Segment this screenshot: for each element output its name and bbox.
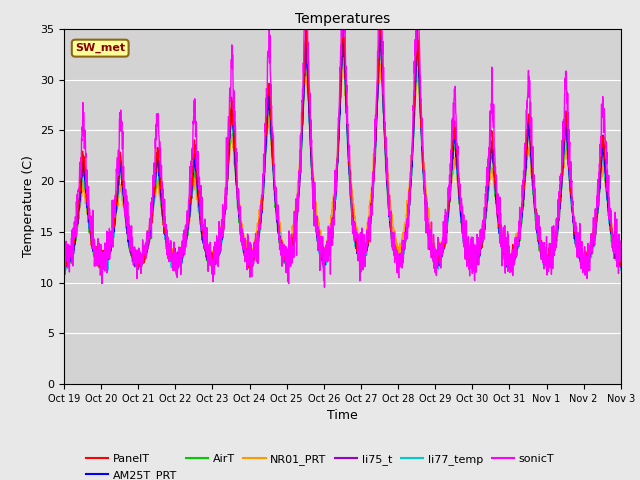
li75_t [371, 141, 379, 147]
NR01_PRT [617, 258, 625, 264]
PanelT [584, 256, 591, 262]
li77_temp [216, 247, 223, 252]
AirT [584, 257, 591, 263]
AirT [505, 260, 513, 265]
AM25T_PRT [580, 268, 588, 274]
PanelT [216, 249, 223, 255]
PanelT [568, 195, 576, 201]
AirT [216, 249, 223, 254]
NR01_PRT [359, 240, 367, 246]
X-axis label: Time: Time [327, 409, 358, 422]
AM25T_PRT [584, 258, 591, 264]
AirT [371, 160, 379, 166]
Y-axis label: Temperature (C): Temperature (C) [22, 156, 35, 257]
li77_temp [358, 261, 366, 266]
AM25T_PRT [339, 27, 347, 33]
li77_temp [584, 264, 591, 269]
li75_t [505, 258, 513, 264]
Line: sonicT: sonicT [64, 0, 621, 288]
li75_t [216, 250, 223, 256]
li75_t [617, 264, 625, 270]
AM25T_PRT [359, 251, 367, 257]
NR01_PRT [216, 233, 223, 239]
li75_t [60, 266, 68, 272]
NR01_PRT [97, 265, 105, 271]
Line: AM25T_PRT: AM25T_PRT [64, 30, 621, 271]
li75_t [339, 28, 347, 34]
AirT [172, 270, 180, 276]
NR01_PRT [505, 255, 513, 261]
PanelT [376, 19, 384, 24]
AirT [568, 209, 576, 215]
li75_t [359, 254, 367, 260]
Legend: PanelT, AM25T_PRT, AirT, NR01_PRT, li75_t, li77_temp, sonicT: PanelT, AM25T_PRT, AirT, NR01_PRT, li75_… [81, 450, 559, 480]
NR01_PRT [376, 61, 384, 67]
li77_temp [376, 29, 384, 35]
PanelT [505, 257, 513, 263]
NR01_PRT [568, 204, 576, 210]
AM25T_PRT [568, 203, 575, 208]
Title: Temperatures: Temperatures [295, 12, 390, 26]
AM25T_PRT [60, 265, 68, 271]
Line: AirT: AirT [64, 43, 621, 273]
PanelT [172, 268, 179, 274]
AirT [60, 264, 68, 270]
NR01_PRT [584, 251, 591, 257]
sonicT [321, 285, 328, 290]
li77_temp [568, 202, 575, 207]
Text: SW_met: SW_met [75, 43, 125, 53]
AM25T_PRT [216, 248, 223, 254]
sonicT [568, 204, 576, 209]
sonicT [617, 256, 625, 262]
li77_temp [60, 267, 68, 273]
li77_temp [371, 163, 378, 169]
Line: NR01_PRT: NR01_PRT [64, 64, 621, 268]
Line: li77_temp: li77_temp [64, 32, 621, 271]
sonicT [60, 267, 68, 273]
li75_t [584, 254, 591, 260]
PanelT [60, 260, 68, 265]
PanelT [617, 257, 625, 263]
PanelT [359, 250, 367, 256]
li75_t [568, 203, 576, 208]
Line: PanelT: PanelT [64, 22, 621, 271]
AirT [376, 40, 384, 46]
AirT [359, 252, 367, 258]
NR01_PRT [371, 139, 379, 145]
sonicT [505, 255, 513, 261]
li77_temp [504, 257, 512, 263]
li77_temp [617, 267, 625, 273]
AM25T_PRT [617, 260, 625, 266]
li75_t [283, 266, 291, 272]
li77_temp [580, 268, 588, 274]
Line: li75_t: li75_t [64, 31, 621, 269]
sonicT [584, 251, 591, 257]
AM25T_PRT [504, 259, 512, 265]
NR01_PRT [60, 258, 68, 264]
AM25T_PRT [371, 153, 379, 158]
AirT [617, 267, 625, 273]
sonicT [359, 249, 367, 254]
sonicT [371, 117, 379, 122]
sonicT [216, 252, 223, 258]
PanelT [371, 149, 379, 155]
